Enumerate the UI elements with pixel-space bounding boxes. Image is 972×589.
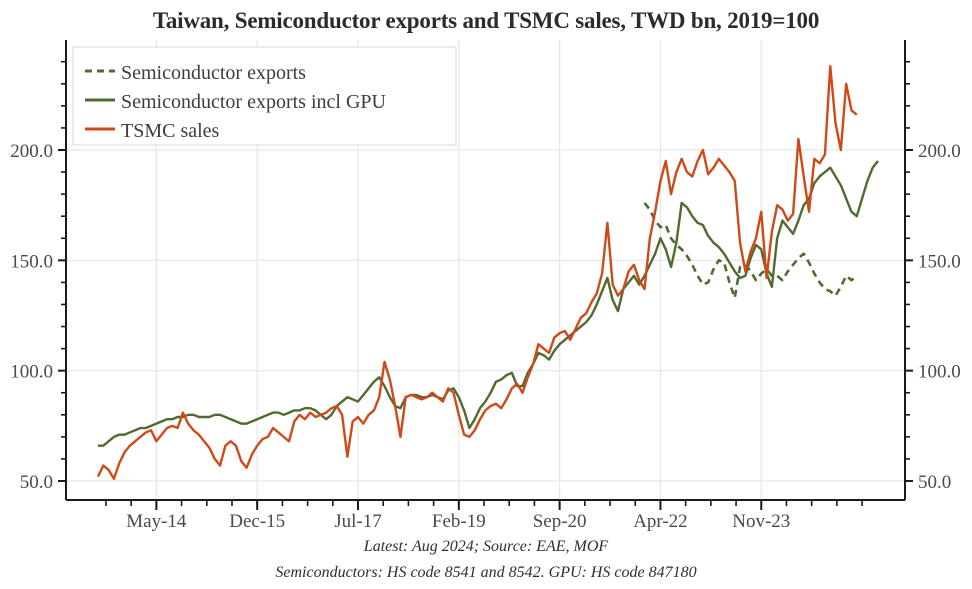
series-line xyxy=(96,64,858,480)
y-axis-tick-label-right: 200.0 xyxy=(918,141,961,162)
legend-label: Semiconductor exports incl GPU xyxy=(121,91,387,113)
chart-legend: Semiconductor exports Semiconductor expor… xyxy=(72,46,457,146)
x-axis-tick-label: Dec-15 xyxy=(229,511,285,532)
y-axis-tick-label-right: 50.0 xyxy=(918,472,951,493)
y-axis-tick-label-left: 200.0 xyxy=(10,141,53,162)
x-axis-tick-label: Nov-23 xyxy=(732,511,790,532)
x-axis-tick-label: Jul-17 xyxy=(334,511,382,532)
y-axis-tick-label-right: 150.0 xyxy=(918,251,961,272)
series-line xyxy=(98,160,879,447)
y-axis-tick-label-left: 50.0 xyxy=(20,472,53,493)
y-axis-tick-label-left: 100.0 xyxy=(10,362,53,383)
chart-footnote-codes: Semiconductors: HS code 8541 and 8542. G… xyxy=(275,564,697,581)
x-axis-tick-label: May-14 xyxy=(126,511,187,532)
chart-footnote-source: Latest: Aug 2024; Source: EAE, MOF xyxy=(363,538,609,555)
x-axis-tick-label: Apr-22 xyxy=(633,511,688,532)
legend-label: TSMC sales xyxy=(121,120,220,142)
y-axis-tick-label-left: 150.0 xyxy=(10,251,53,272)
legend-label: Semiconductor exports xyxy=(121,62,306,84)
chart-title: Taiwan, Semiconductor exports and TSMC s… xyxy=(152,8,820,33)
x-axis-tick-label: Sep-20 xyxy=(533,511,587,532)
x-axis-tick-label: Feb-19 xyxy=(432,511,486,532)
series-line xyxy=(643,202,858,300)
y-axis-tick-label-right: 100.0 xyxy=(918,362,961,383)
